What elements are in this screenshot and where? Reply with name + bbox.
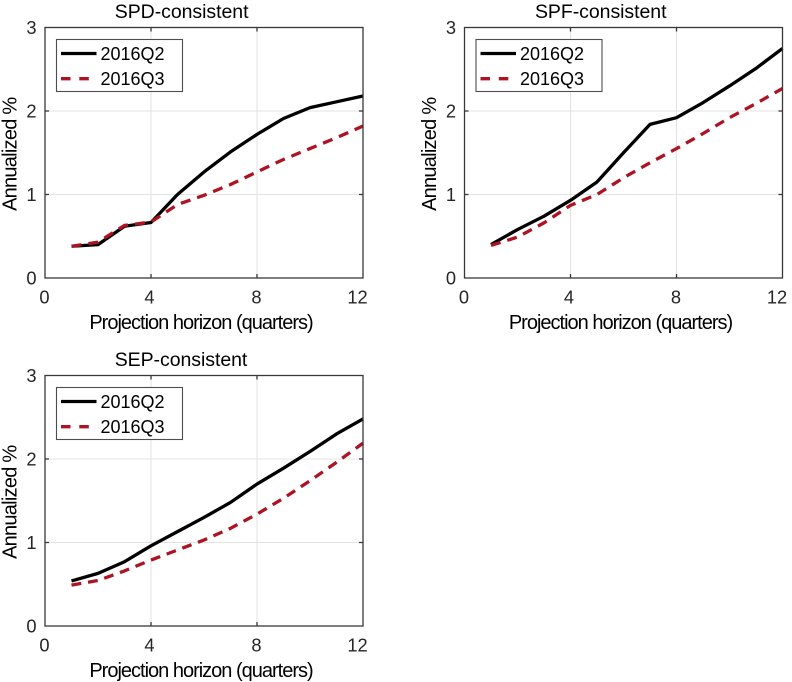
svg-text:4: 4 [144,287,154,308]
svg-text:0: 0 [39,287,49,308]
svg-text:4: 4 [564,287,574,308]
svg-text:Annualized %: Annualized % [419,97,441,211]
svg-text:Projection horizon (quarters): Projection horizon (quarters) [89,312,313,334]
svg-text:2016Q3: 2016Q3 [101,417,165,437]
svg-text:0: 0 [459,287,469,308]
svg-text:2016Q3: 2016Q3 [101,69,165,89]
svg-text:SEP-consistent: SEP-consistent [115,349,248,371]
svg-text:0: 0 [446,268,456,289]
svg-text:12: 12 [347,287,367,308]
svg-text:Projection horizon (quarters): Projection horizon (quarters) [509,312,733,334]
svg-text:2: 2 [446,101,456,122]
svg-text:2016Q2: 2016Q2 [520,44,584,64]
svg-text:3: 3 [26,17,36,38]
svg-text:3: 3 [26,365,36,386]
svg-text:Projection horizon (quarters): Projection horizon (quarters) [89,660,313,682]
svg-text:1: 1 [446,184,456,205]
svg-text:0: 0 [26,268,36,289]
svg-text:2: 2 [26,101,36,122]
svg-text:SPF-consistent: SPF-consistent [535,1,667,23]
svg-text:12: 12 [347,635,367,656]
svg-text:SPD-consistent: SPD-consistent [115,1,249,23]
svg-text:8: 8 [251,635,261,656]
svg-text:8: 8 [671,287,681,308]
svg-text:12: 12 [767,287,787,308]
svg-text:Annualized %: Annualized % [0,445,22,559]
svg-text:3: 3 [446,17,456,38]
svg-text:1: 1 [26,532,36,553]
svg-text:2016Q2: 2016Q2 [101,392,165,412]
svg-text:2016Q2: 2016Q2 [101,44,165,64]
svg-text:0: 0 [26,616,36,637]
svg-text:2: 2 [26,449,36,470]
svg-text:4: 4 [144,635,154,656]
svg-text:1: 1 [26,184,36,205]
svg-text:0: 0 [39,635,49,656]
svg-text:Annualized %: Annualized % [0,97,22,211]
svg-text:8: 8 [251,287,261,308]
svg-text:2016Q3: 2016Q3 [520,69,584,89]
